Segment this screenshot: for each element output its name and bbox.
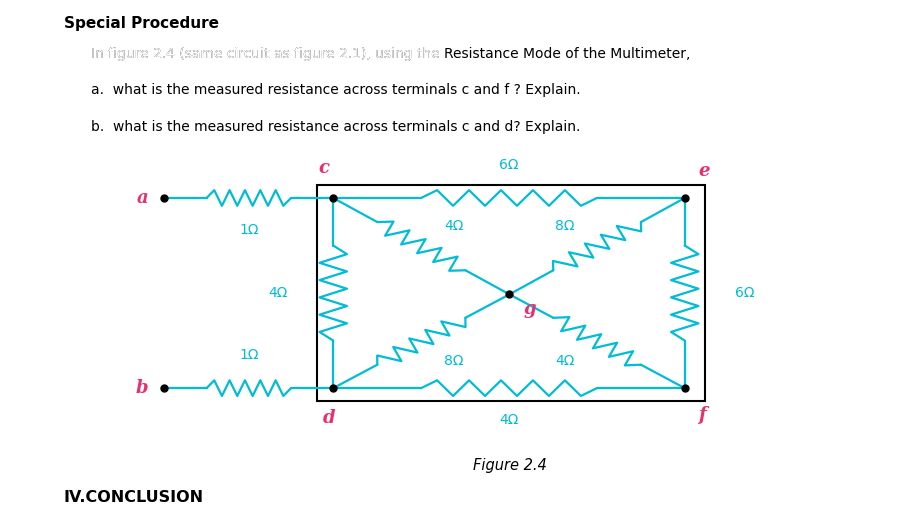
Text: b.  what is the measured resistance across terminals c and d? Explain.: b. what is the measured resistance acros… — [91, 120, 581, 134]
Text: 1Ω: 1Ω — [239, 348, 258, 362]
Text: Special Procedure: Special Procedure — [64, 16, 219, 31]
Text: In figure 2.4 (same circuit as figure 2.1), using the Resistance Mode of the Mul: In figure 2.4 (same circuit as figure 2.… — [91, 47, 690, 61]
Text: 4Ω: 4Ω — [499, 413, 519, 427]
Text: IV.CONCLUSION: IV.CONCLUSION — [64, 490, 204, 505]
Bar — [317, 185, 705, 401]
Text: 4Ω: 4Ω — [555, 354, 574, 368]
Text: 6Ω: 6Ω — [499, 158, 519, 172]
Text: 8Ω: 8Ω — [444, 354, 464, 368]
Text: a: a — [136, 189, 148, 207]
Text: g: g — [523, 300, 536, 318]
Text: Figure 2.4: Figure 2.4 — [473, 458, 546, 474]
Text: 4Ω: 4Ω — [268, 286, 288, 300]
Text: In figure 2.4 (same circuit as figure 2.1), using the: In figure 2.4 (same circuit as figure 2.… — [91, 47, 445, 61]
Text: 8Ω: 8Ω — [555, 219, 574, 233]
Text: f: f — [698, 406, 706, 425]
Text: c: c — [319, 159, 330, 177]
Text: d: d — [322, 409, 335, 427]
Text: b: b — [135, 379, 148, 397]
Text: 4Ω: 4Ω — [444, 219, 464, 233]
Text: 6Ω: 6Ω — [735, 286, 754, 300]
Text: e: e — [698, 162, 710, 180]
Text: 1Ω: 1Ω — [239, 223, 258, 237]
Text: a.  what is the measured resistance across terminals c and f ? Explain.: a. what is the measured resistance acros… — [91, 83, 581, 97]
